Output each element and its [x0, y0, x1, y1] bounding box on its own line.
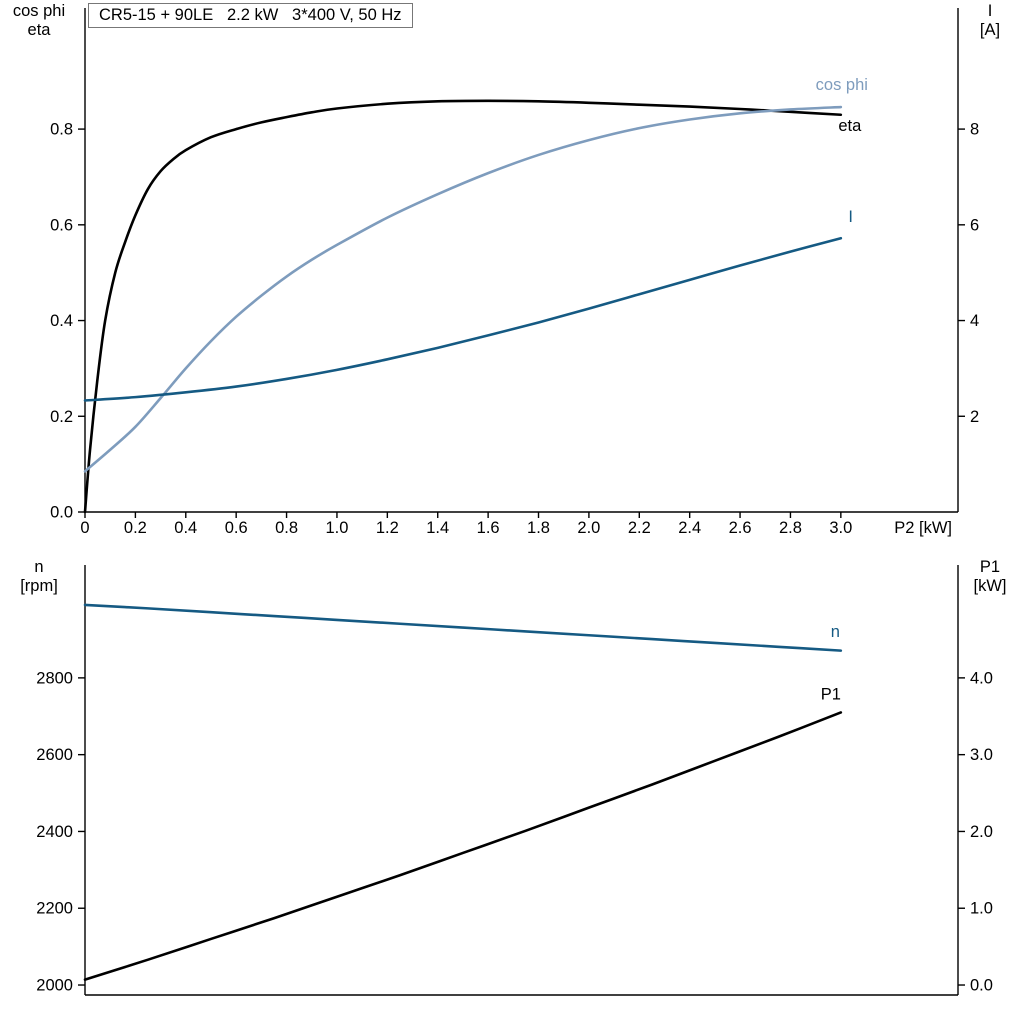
series-i-curve [83, 236, 843, 402]
x-tick-label: 0.6 [225, 519, 248, 537]
series-cos-phi-curve [83, 105, 843, 473]
chart-title-box: CR5-15 + 90LE 2.2 kW 3*400 V, 50 Hz [88, 3, 413, 28]
series-label-n: n [831, 623, 840, 641]
series-label-i: I [848, 208, 853, 226]
top-chart-right-axis-title: I [A] [960, 2, 1020, 40]
x-tick-label: 2.8 [779, 519, 802, 537]
series-label-eta: eta [838, 117, 862, 135]
x-tick-label: 2.4 [678, 519, 701, 537]
right-tick-label: 8 [970, 121, 979, 139]
right-axis-title-line-current: I [987, 2, 993, 20]
x-tick-label: 2.0 [577, 519, 600, 537]
left-tick-label: 0.8 [50, 121, 73, 139]
x-tick-label: 1.8 [527, 519, 550, 537]
right-tick-label: 6 [970, 216, 979, 234]
x-tick-label: 1.6 [477, 519, 500, 537]
left-tick-label: 0.2 [50, 408, 73, 426]
series-label-cos-phi: cos phi [816, 76, 868, 94]
left-tick-label: 2800 [36, 669, 73, 687]
x-tick-label: 2.2 [628, 519, 651, 537]
series-label-p1: P1 [821, 685, 841, 703]
right-axis-title-line-power: P1 [979, 558, 1001, 576]
left-tick-label: 0.0 [50, 504, 73, 522]
series-p1-curve [83, 711, 843, 981]
left-tick-label: 2400 [36, 823, 73, 841]
x-tick-label: 1.4 [426, 519, 449, 537]
x-tick-label: 0.4 [174, 519, 197, 537]
x-axis-title: P2 [kW] [894, 519, 952, 537]
top-chart-left-axis-title: cos phi eta [0, 2, 78, 40]
right-tick-label: 0.0 [970, 977, 993, 995]
right-tick-label: 4.0 [970, 669, 993, 687]
right-axis-title-line-unit: [A] [979, 21, 1001, 39]
x-tick-label: 1.2 [376, 519, 399, 537]
x-tick-label: 0 [80, 519, 89, 537]
left-axis-title-line-speed: n [34, 558, 44, 576]
right-tick-label: 2.0 [970, 823, 993, 841]
right-tick-label: 1.0 [970, 900, 993, 918]
series-n-curve [83, 603, 843, 652]
left-axis-title-line-unit: [rpm] [20, 577, 58, 595]
x-tick-label: 2.6 [729, 519, 752, 537]
left-tick-label: 2000 [36, 977, 73, 995]
right-tick-label: 2 [970, 408, 979, 426]
bottom-chart-right-axis-title: P1 [kW] [960, 558, 1020, 596]
series-eta-curve [83, 99, 843, 514]
left-tick-label: 0.6 [50, 216, 73, 234]
left-tick-label: 0.4 [50, 312, 73, 330]
x-tick-label: 0.2 [124, 519, 147, 537]
right-tick-label: 4 [970, 312, 979, 330]
left-tick-label: 2200 [36, 900, 73, 918]
left-tick-label: 2600 [36, 746, 73, 764]
right-axis-title-line-unit: [kW] [973, 577, 1007, 595]
left-axis-title-line-eta: eta [27, 21, 51, 39]
x-tick-label: 0.8 [275, 519, 298, 537]
left-axis-title-line-cosphi: cos phi [12, 2, 66, 20]
x-tick-label: 1.0 [325, 519, 348, 537]
x-tick-label: 3.0 [829, 519, 852, 537]
bottom-chart-left-axis-title: n [rpm] [0, 558, 78, 596]
right-tick-label: 3.0 [970, 746, 993, 764]
